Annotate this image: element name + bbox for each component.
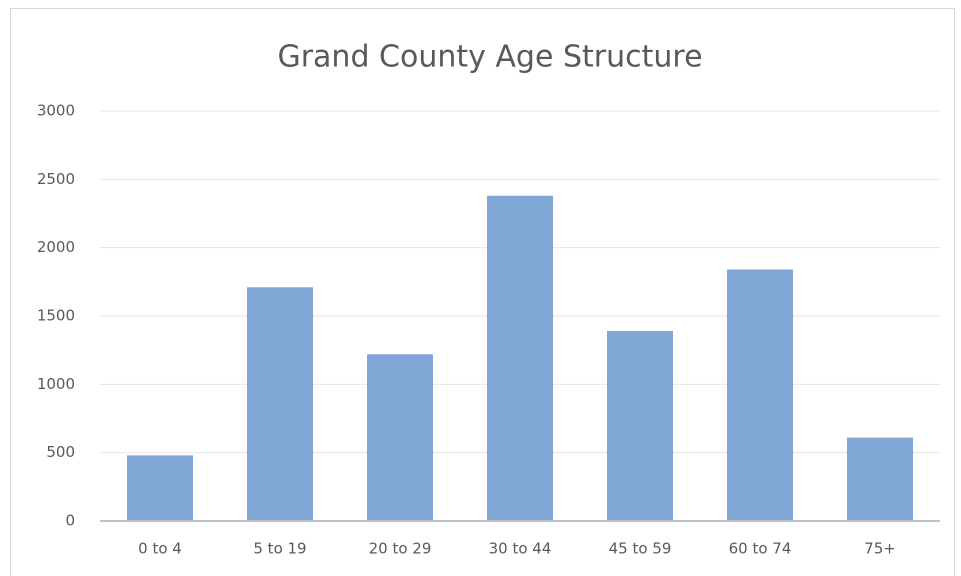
bar <box>247 287 313 521</box>
x-tick-label: 75+ <box>864 540 896 558</box>
bar <box>127 455 193 521</box>
y-tick-label: 2000 <box>37 238 75 256</box>
y-tick-label: 3000 <box>37 102 75 120</box>
x-tick-label: 45 to 59 <box>609 540 672 558</box>
chart-title: Grand County Age Structure <box>277 40 702 75</box>
bar <box>847 437 913 521</box>
x-tick-label: 20 to 29 <box>369 540 432 558</box>
y-tick-label: 1000 <box>37 375 75 393</box>
y-tick-label: 1500 <box>37 307 75 325</box>
bar <box>727 269 793 521</box>
y-tick-label: 500 <box>46 443 75 461</box>
x-tick-label: 60 to 74 <box>729 540 792 558</box>
bar <box>487 195 553 521</box>
bar <box>607 331 673 521</box>
y-tick-label: 0 <box>65 512 75 530</box>
bar <box>367 354 433 521</box>
x-tick-label: 0 to 4 <box>138 540 182 558</box>
x-tick-label: 5 to 19 <box>253 540 306 558</box>
y-tick-label: 2500 <box>37 170 75 188</box>
x-tick-label: 30 to 44 <box>489 540 552 558</box>
